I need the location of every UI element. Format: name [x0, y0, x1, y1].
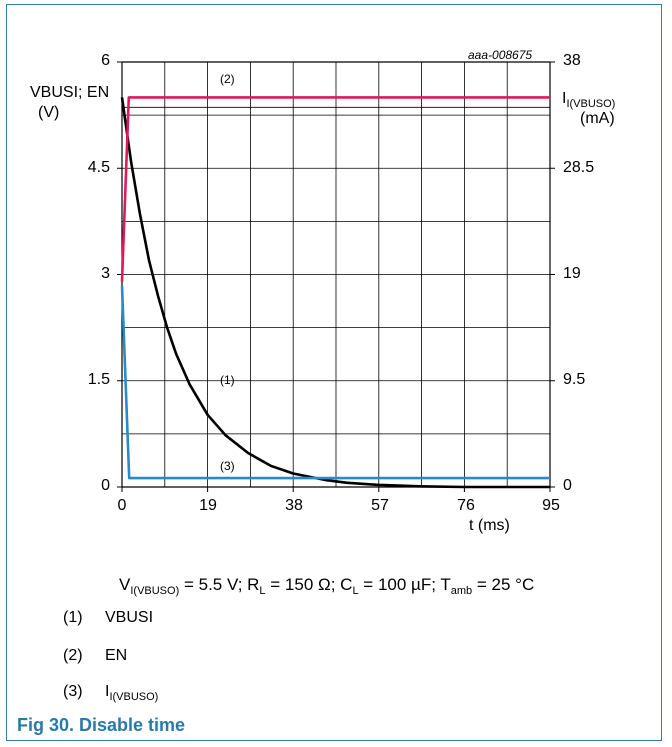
- y-right-label: II(VBUSO): [562, 90, 615, 110]
- legend-label: II(VBUSO): [105, 683, 159, 703]
- y-left-tick: 6: [101, 52, 110, 69]
- y-right-label-sub: I(VBUSO): [566, 98, 616, 110]
- y-right-tick: 9.5: [563, 371, 586, 388]
- y-left-tick: 3: [101, 265, 110, 282]
- legend-label: VBUSI: [105, 609, 154, 626]
- y-right-label-main: I: [562, 90, 567, 107]
- y-left-tick: 0: [101, 477, 110, 494]
- series-line-i-vbuso-: [120, 285, 550, 480]
- series-marker-vbusi: (1): [220, 373, 235, 387]
- y-left-label-line2: (V): [38, 104, 60, 121]
- x-tick: 57: [371, 497, 389, 514]
- x-tick: 76: [457, 497, 475, 514]
- y-right-tick: 19: [563, 265, 581, 282]
- y-left-tick: 1.5: [87, 371, 110, 388]
- legend-number: (2): [63, 647, 83, 664]
- figure-caption: Fig 30. Disable time: [17, 715, 186, 735]
- figure-frame: [6, 4, 662, 741]
- y-left-tick: 4.5: [87, 159, 110, 176]
- x-tick: 19: [199, 497, 217, 514]
- series-marker-ivbuso: (3): [220, 459, 235, 473]
- chart-series: [120, 96, 550, 489]
- y-right-label-unit: (mA): [580, 110, 615, 127]
- chart-grid: [117, 61, 555, 492]
- legend-number: (3): [63, 683, 83, 700]
- x-tick: 0: [117, 497, 127, 514]
- test-conditions: VI(VBUSO) = 5.5 V; RL = 150 Ω; CL = 100 …: [119, 575, 535, 597]
- y-left-label-line1: VBUSI; EN: [30, 84, 110, 101]
- series-line-vbusi: [120, 97, 550, 489]
- x-tick: 38: [285, 497, 303, 514]
- x-tick: 95: [542, 497, 560, 514]
- legend-label: EN: [105, 647, 128, 664]
- y-right-tick: 38: [563, 52, 581, 69]
- y-right-tick: 28.5: [563, 159, 595, 176]
- legend-number: (1): [63, 609, 83, 626]
- series-line-en: [120, 96, 550, 282]
- x-axis-label: t (ms): [469, 517, 510, 534]
- series-marker-en: (2): [220, 72, 235, 86]
- annotation-code: aaa-008675: [468, 48, 533, 62]
- y-right-tick: 0: [563, 477, 572, 494]
